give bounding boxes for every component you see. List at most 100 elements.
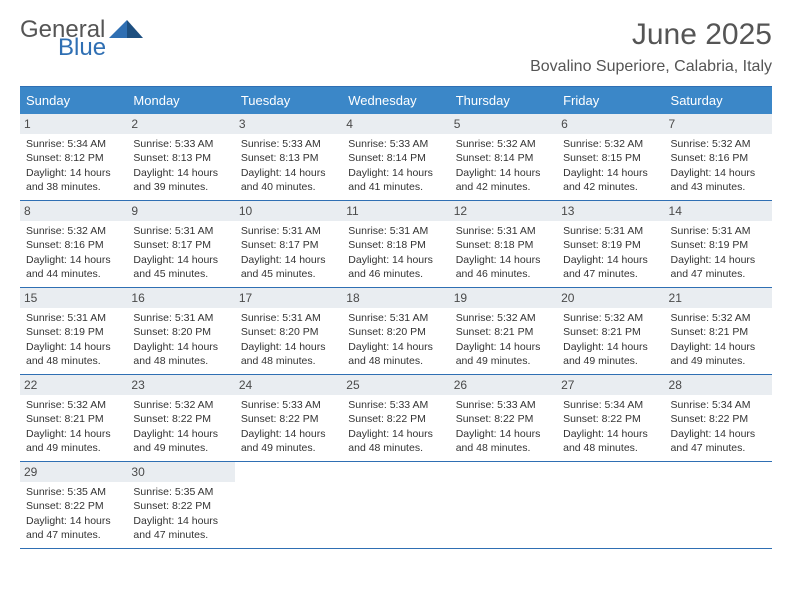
calendar-week-row: 15Sunrise: 5:31 AMSunset: 8:19 PMDayligh… <box>20 288 772 375</box>
day-number: 30 <box>127 462 234 482</box>
calendar-day-cell <box>235 462 342 548</box>
day-number: 27 <box>557 375 664 395</box>
sunset-line: Sunset: 8:21 PM <box>456 325 553 339</box>
calendar-day-cell: 9Sunrise: 5:31 AMSunset: 8:17 PMDaylight… <box>127 201 234 287</box>
daylight-line: Daylight: 14 hours and 49 minutes. <box>133 427 230 455</box>
calendar-day-cell: 27Sunrise: 5:34 AMSunset: 8:22 PMDayligh… <box>557 375 664 461</box>
calendar-day-cell: 8Sunrise: 5:32 AMSunset: 8:16 PMDaylight… <box>20 201 127 287</box>
weekday-header: Saturday <box>665 87 772 114</box>
sunrise-line: Sunrise: 5:31 AM <box>26 311 123 325</box>
weekday-header: Sunday <box>20 87 127 114</box>
sunset-line: Sunset: 8:21 PM <box>26 412 123 426</box>
sunrise-line: Sunrise: 5:31 AM <box>563 224 660 238</box>
sunset-line: Sunset: 8:16 PM <box>671 151 768 165</box>
sunset-line: Sunset: 8:19 PM <box>563 238 660 252</box>
calendar-day-cell: 25Sunrise: 5:33 AMSunset: 8:22 PMDayligh… <box>342 375 449 461</box>
weekday-header: Friday <box>557 87 664 114</box>
sunrise-line: Sunrise: 5:31 AM <box>241 311 338 325</box>
day-number: 9 <box>127 201 234 221</box>
sunrise-line: Sunrise: 5:32 AM <box>671 137 768 151</box>
sunset-line: Sunset: 8:22 PM <box>133 499 230 513</box>
weekday-header: Tuesday <box>235 87 342 114</box>
day-number: 6 <box>557 114 664 134</box>
daylight-line: Daylight: 14 hours and 38 minutes. <box>26 166 123 194</box>
sunset-line: Sunset: 8:22 PM <box>563 412 660 426</box>
sunset-line: Sunset: 8:22 PM <box>26 499 123 513</box>
sunrise-line: Sunrise: 5:32 AM <box>456 137 553 151</box>
sunset-line: Sunset: 8:18 PM <box>348 238 445 252</box>
sunset-line: Sunset: 8:22 PM <box>133 412 230 426</box>
sunset-line: Sunset: 8:13 PM <box>241 151 338 165</box>
sunset-line: Sunset: 8:15 PM <box>563 151 660 165</box>
day-number: 12 <box>450 201 557 221</box>
sunrise-line: Sunrise: 5:33 AM <box>241 137 338 151</box>
calendar-day-cell: 10Sunrise: 5:31 AMSunset: 8:17 PMDayligh… <box>235 201 342 287</box>
calendar-day-cell: 13 Sunrise: 5:31 AMSunset: 8:19 PMDayligh… <box>557 201 664 287</box>
sunset-line: Sunset: 8:17 PM <box>241 238 338 252</box>
daylight-line: Daylight: 14 hours and 49 minutes. <box>456 340 553 368</box>
sunset-line: Sunset: 8:14 PM <box>456 151 553 165</box>
sunset-line: Sunset: 8:14 PM <box>348 151 445 165</box>
daylight-line: Daylight: 14 hours and 47 minutes. <box>671 253 768 281</box>
calendar-day-cell: 11Sunrise: 5:31 AMSunset: 8:18 PMDayligh… <box>342 201 449 287</box>
calendar-day-cell: 4Sunrise: 5:33 AMSunset: 8:14 PMDaylight… <box>342 114 449 200</box>
calendar-day-cell: 5Sunrise: 5:32 AMSunset: 8:14 PMDaylight… <box>450 114 557 200</box>
daylight-line: Daylight: 14 hours and 47 minutes. <box>563 253 660 281</box>
daylight-line: Daylight: 14 hours and 45 minutes. <box>241 253 338 281</box>
weekday-header: Monday <box>127 87 234 114</box>
daylight-line: Daylight: 14 hours and 41 minutes. <box>348 166 445 194</box>
sunset-line: Sunset: 8:16 PM <box>26 238 123 252</box>
calendar-day-cell: 2Sunrise: 5:33 AMSunset: 8:13 PMDaylight… <box>127 114 234 200</box>
sunrise-line: Sunrise: 5:31 AM <box>133 224 230 238</box>
calendar-day-cell <box>665 462 772 548</box>
calendar-day-cell: 14Sunrise: 5:31 AMSunset: 8:19 PMDayligh… <box>665 201 772 287</box>
calendar-day-cell: 15Sunrise: 5:31 AMSunset: 8:19 PMDayligh… <box>20 288 127 374</box>
day-number: 13 <box>557 201 664 221</box>
logo-text-blue: Blue <box>58 36 143 60</box>
day-number: 11 <box>342 201 449 221</box>
calendar-week-row: 22Sunrise: 5:32 AMSunset: 8:21 PMDayligh… <box>20 375 772 462</box>
day-number: 1 <box>20 114 127 134</box>
calendar-week-row: 1Sunrise: 5:34 AMSunset: 8:12 PMDaylight… <box>20 114 772 201</box>
day-number: 16 <box>127 288 234 308</box>
calendar-day-cell: 18Sunrise: 5:31 AMSunset: 8:20 PMDayligh… <box>342 288 449 374</box>
calendar-week-row: 29Sunrise: 5:35 AMSunset: 8:22 PMDayligh… <box>20 462 772 549</box>
title-block: June 2025 Bovalino Superiore, Calabria, … <box>530 18 772 76</box>
sunrise-line: Sunrise: 5:31 AM <box>456 224 553 238</box>
sunrise-line: Sunrise: 5:35 AM <box>133 485 230 499</box>
sunrise-line: Sunrise: 5:32 AM <box>26 398 123 412</box>
daylight-line: Daylight: 14 hours and 47 minutes. <box>671 427 768 455</box>
day-number: 25 <box>342 375 449 395</box>
calendar-grid: 1Sunrise: 5:34 AMSunset: 8:12 PMDaylight… <box>20 114 772 549</box>
calendar-day-cell <box>557 462 664 548</box>
day-number: 28 <box>665 375 772 395</box>
sunrise-line: Sunrise: 5:32 AM <box>26 224 123 238</box>
daylight-line: Daylight: 14 hours and 42 minutes. <box>456 166 553 194</box>
location: Bovalino Superiore, Calabria, Italy <box>530 58 772 76</box>
calendar-day-cell: 12Sunrise: 5:31 AMSunset: 8:18 PMDayligh… <box>450 201 557 287</box>
sunrise-line: Sunrise: 5:32 AM <box>563 137 660 151</box>
header: General Blue June 2025 Bovalino Superior… <box>20 18 772 76</box>
sunrise-line: Sunrise: 5:33 AM <box>241 398 338 412</box>
day-number: 21 <box>665 288 772 308</box>
day-number: 26 <box>450 375 557 395</box>
daylight-line: Daylight: 14 hours and 48 minutes. <box>241 340 338 368</box>
sunrise-line: Sunrise: 5:34 AM <box>563 398 660 412</box>
daylight-line: Daylight: 14 hours and 39 minutes. <box>133 166 230 194</box>
calendar-day-cell: 26Sunrise: 5:33 AMSunset: 8:22 PMDayligh… <box>450 375 557 461</box>
sunset-line: Sunset: 8:13 PM <box>133 151 230 165</box>
calendar-day-cell: 29Sunrise: 5:35 AMSunset: 8:22 PMDayligh… <box>20 462 127 548</box>
sunrise-line: Sunrise: 5:33 AM <box>348 398 445 412</box>
sunrise-line: Sunrise: 5:32 AM <box>563 311 660 325</box>
weekday-header: Thursday <box>450 87 557 114</box>
sunset-line: Sunset: 8:20 PM <box>241 325 338 339</box>
daylight-line: Daylight: 14 hours and 43 minutes. <box>671 166 768 194</box>
daylight-line: Daylight: 14 hours and 47 minutes. <box>133 514 230 542</box>
daylight-line: Daylight: 14 hours and 49 minutes. <box>26 427 123 455</box>
sunrise-line: Sunrise: 5:32 AM <box>456 311 553 325</box>
calendar-day-cell: 7Sunrise: 5:32 AMSunset: 8:16 PMDaylight… <box>665 114 772 200</box>
calendar-day-cell: 20Sunrise: 5:32 AMSunset: 8:21 PMDayligh… <box>557 288 664 374</box>
calendar-day-cell: 21Sunrise: 5:32 AMSunset: 8:21 PMDayligh… <box>665 288 772 374</box>
sunrise-line: Sunrise: 5:31 AM <box>348 224 445 238</box>
calendar-day-cell: 16Sunrise: 5:31 AMSunset: 8:20 PMDayligh… <box>127 288 234 374</box>
